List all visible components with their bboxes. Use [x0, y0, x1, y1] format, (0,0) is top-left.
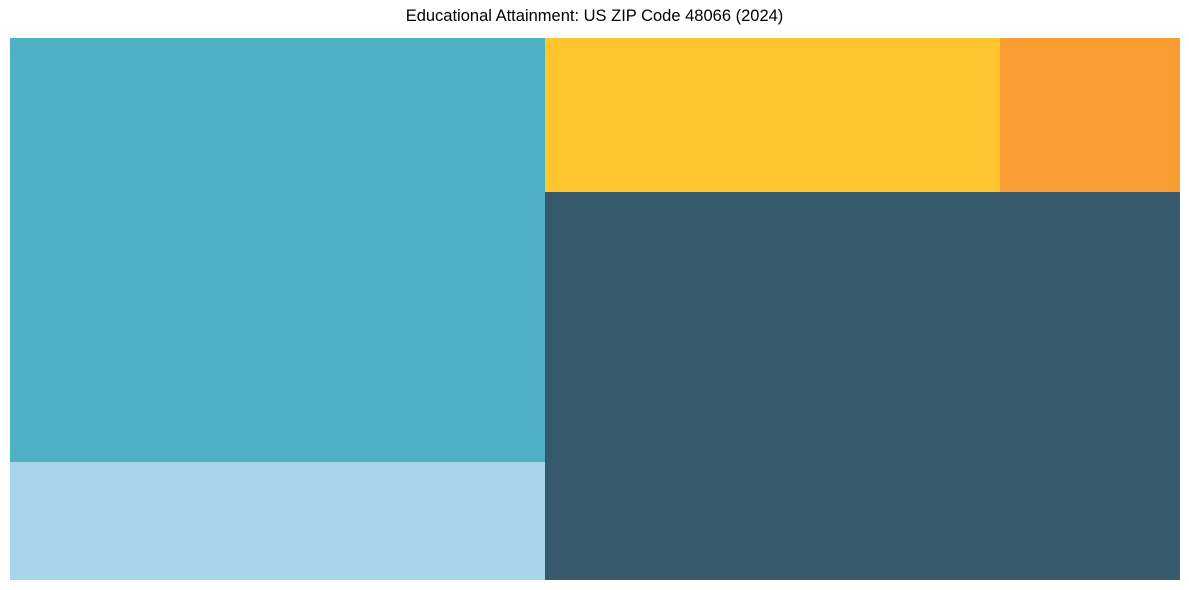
treemap-plot-area — [10, 38, 1180, 580]
treemap-tile-2 — [10, 462, 545, 580]
treemap-tile-5 — [545, 192, 1180, 580]
treemap-tile-4 — [1000, 38, 1180, 192]
treemap-tile-3 — [545, 38, 1000, 192]
treemap-tile-1 — [10, 38, 545, 462]
chart-title: Educational Attainment: US ZIP Code 4806… — [405, 7, 784, 25]
